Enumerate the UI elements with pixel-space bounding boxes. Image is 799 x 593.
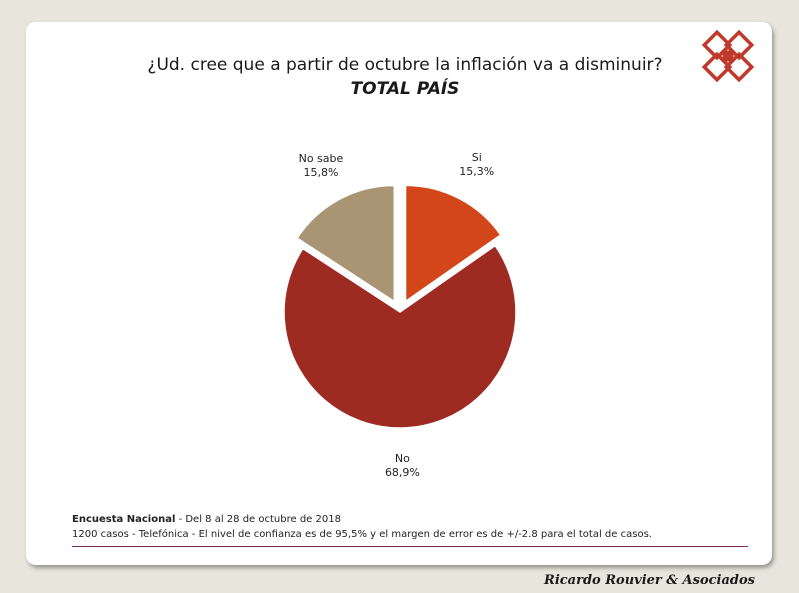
footer-methodology: 1200 casos - Telefónica - El nivel de co… — [72, 529, 652, 540]
footer-survey: Encuesta Nacional - Del 8 al 28 de octub… — [72, 514, 341, 525]
slice-label: No sabe — [299, 152, 344, 165]
brand-signature: Ricardo Rouvier & Asociados — [544, 573, 755, 588]
pie-slice-no-sabe — [296, 184, 396, 303]
chart-title: ¿Ud. cree que a partir de octubre la inf… — [147, 55, 663, 75]
slice-value-label: 15,3% — [459, 165, 494, 178]
footer-divider — [72, 546, 748, 547]
slide-card — [26, 22, 772, 565]
slice-label: No — [395, 452, 410, 465]
pie-slice-si — [404, 184, 502, 303]
chart-subtitle: TOTAL PAÍS — [350, 79, 460, 99]
footer-survey-dates: - Del 8 al 28 de octubre de 2018 — [175, 514, 341, 525]
footer-survey-label: Encuesta Nacional — [72, 514, 176, 525]
pie-slice-no — [283, 244, 517, 429]
slice-value-label: 68,9% — [385, 466, 420, 479]
diamond-logo-icon — [701, 30, 755, 83]
slice-label: Si — [472, 151, 482, 164]
slice-value-label: 15,8% — [303, 166, 338, 179]
